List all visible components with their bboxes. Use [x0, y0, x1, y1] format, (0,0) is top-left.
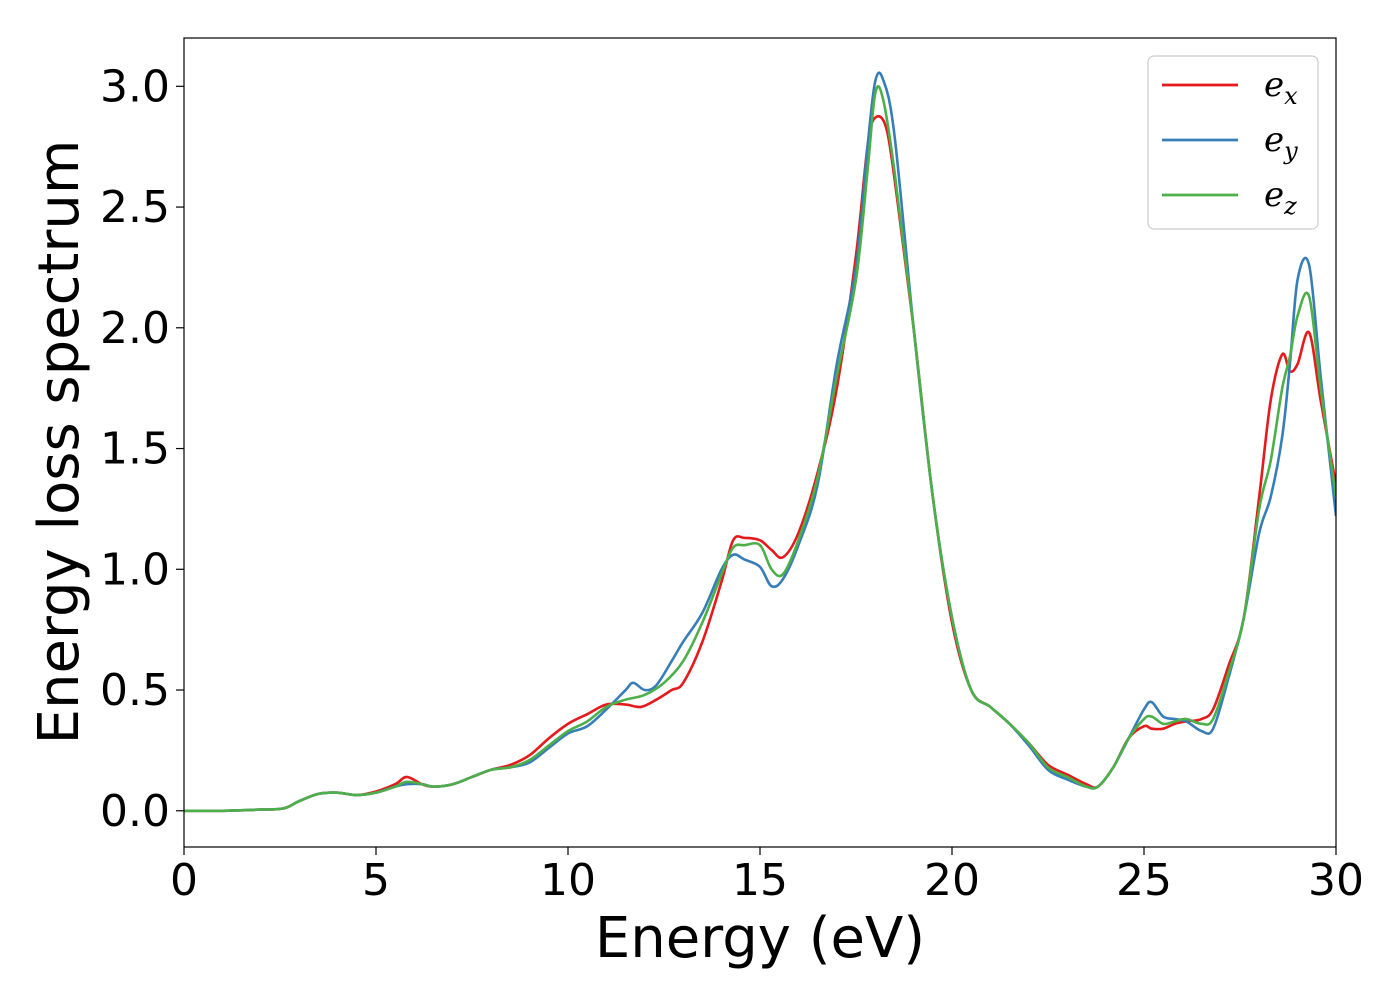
legend-label-x: ex — [1264, 65, 1298, 110]
x-axis-ticks: 0 5 10 15 20 25 30 — [170, 847, 1364, 906]
y-tick-label: 0.0 — [100, 786, 170, 837]
y-tick-label: 1.5 — [100, 424, 170, 475]
y-axis-ticks: 0.0 0.5 1.0 1.5 2.0 2.5 3.0 — [100, 61, 184, 837]
x-tick-label: 30 — [1308, 855, 1364, 906]
y-tick-label: 0.5 — [100, 665, 170, 716]
x-tick-label: 25 — [1116, 855, 1172, 906]
y-tick-label: 2.5 — [100, 182, 170, 233]
x-tick-label: 10 — [540, 855, 596, 906]
legend-label-y: ey — [1264, 120, 1298, 165]
legend-label-z: ez — [1264, 175, 1297, 220]
y-tick-label: 1.0 — [100, 544, 170, 595]
legend: ex ey ez — [1147, 55, 1319, 230]
legend-box — [1147, 55, 1319, 230]
x-tick-label: 5 — [362, 855, 390, 906]
x-tick-label: 20 — [924, 855, 980, 906]
plot-lines — [184, 71, 1336, 813]
x-axis-label: Energy (eV) — [595, 906, 925, 971]
x-tick-label: 0 — [170, 855, 198, 906]
y-tick-label: 3.0 — [100, 61, 170, 112]
y-tick-label: 2.0 — [100, 303, 170, 354]
series-line-e-z — [184, 85, 1336, 813]
y-axis-label: Energy loss spectrum — [27, 140, 92, 745]
x-tick-label: 15 — [732, 855, 788, 906]
